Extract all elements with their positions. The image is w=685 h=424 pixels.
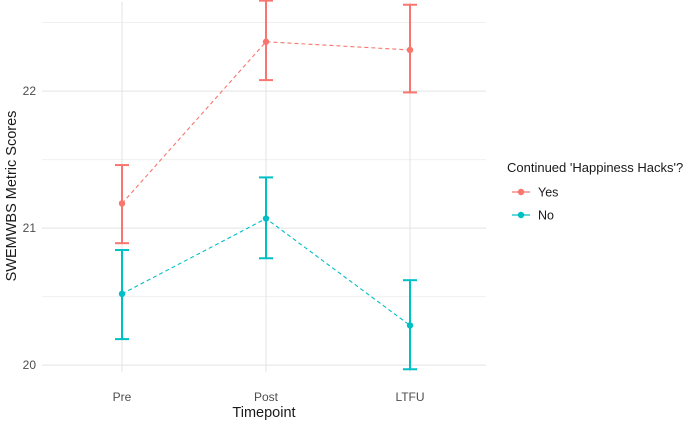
data-point [262, 38, 270, 45]
legend-title: Continued 'Happiness Hacks'? [507, 160, 683, 175]
x-tick-label: Post [254, 390, 279, 404]
series-line [121, 41, 411, 204]
series-layer [115, 0, 417, 371]
y-tick-label: 21 [23, 221, 37, 235]
legend-key-point [517, 211, 525, 219]
data-point [406, 322, 414, 329]
legend-label: No [538, 209, 554, 223]
legend-item-no: No [512, 209, 554, 223]
legend-label: Yes [538, 186, 558, 200]
x-axis-title: Timepoint [232, 405, 295, 421]
data-point [118, 200, 126, 207]
data-point [262, 215, 270, 222]
y-tick-label: 20 [23, 358, 37, 372]
legend-item-yes: Yes [512, 186, 558, 200]
legend-key-point [517, 188, 525, 196]
grid [42, 2, 486, 372]
data-point [118, 290, 126, 298]
data-point [406, 46, 414, 54]
y-tick-label: 22 [23, 84, 37, 98]
y-axis-ticks: 20 21 22 [23, 84, 37, 372]
x-tick-label: Pre [113, 390, 132, 404]
x-tick-label: LTFU [395, 390, 424, 404]
series-yes [115, 0, 417, 245]
y-axis-title: SWEMWBS Metric Scores [4, 111, 20, 282]
series-no [115, 176, 417, 371]
x-axis-ticks: Pre Post LTFU [113, 390, 425, 404]
legend: Continued 'Happiness Hacks'? Yes No [507, 160, 683, 223]
